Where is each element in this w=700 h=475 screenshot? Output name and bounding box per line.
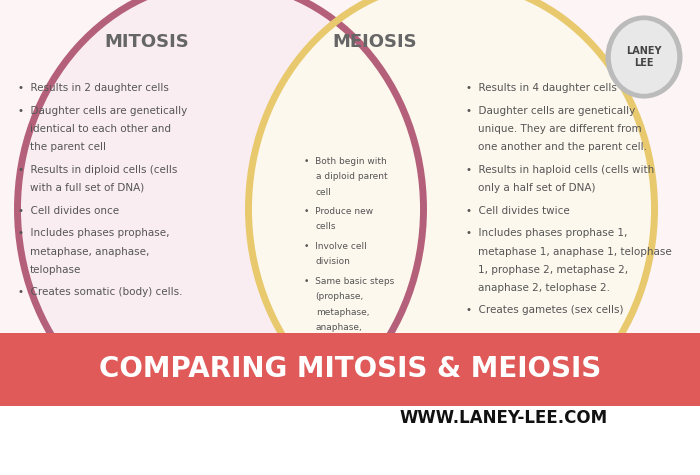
Ellipse shape bbox=[248, 0, 654, 437]
FancyBboxPatch shape bbox=[0, 332, 700, 406]
Text: one another and the parent cell.: one another and the parent cell. bbox=[478, 142, 647, 152]
Text: anaphase 2, telophase 2.: anaphase 2, telophase 2. bbox=[478, 283, 610, 293]
Text: LANEY
LEE: LANEY LEE bbox=[626, 46, 662, 68]
Text: cells: cells bbox=[316, 222, 336, 231]
Ellipse shape bbox=[610, 20, 678, 94]
Text: •  Creates gametes (sex cells): • Creates gametes (sex cells) bbox=[466, 305, 623, 315]
Text: •  Includes phases prophase 1,: • Includes phases prophase 1, bbox=[466, 228, 627, 238]
Text: metaphase, anaphase,: metaphase, anaphase, bbox=[30, 247, 150, 256]
Text: metaphase 1, anaphase 1, telophase: metaphase 1, anaphase 1, telophase bbox=[478, 247, 672, 256]
Text: 1, prophase 2, metaphase 2,: 1, prophase 2, metaphase 2, bbox=[478, 265, 628, 275]
Text: •  Results in 2 daughter cells: • Results in 2 daughter cells bbox=[18, 83, 169, 93]
FancyBboxPatch shape bbox=[0, 406, 700, 475]
Text: •  Includes phases prophase,: • Includes phases prophase, bbox=[18, 228, 169, 238]
Text: metaphase,: metaphase, bbox=[316, 307, 369, 316]
Text: only a half set of DNA): only a half set of DNA) bbox=[478, 183, 596, 193]
Text: telophase): telophase) bbox=[316, 338, 364, 347]
Text: telophase: telophase bbox=[30, 265, 81, 275]
Text: •  Both begin with: • Both begin with bbox=[304, 157, 387, 166]
Text: the parent cell: the parent cell bbox=[30, 142, 106, 152]
Text: •  Daughter cells are genetically: • Daughter cells are genetically bbox=[466, 106, 635, 116]
Text: with a full set of DNA): with a full set of DNA) bbox=[30, 183, 144, 193]
Text: (prophase,: (prophase, bbox=[316, 292, 364, 301]
Text: •  Produce new: • Produce new bbox=[304, 207, 374, 216]
Text: cell: cell bbox=[316, 188, 332, 197]
Ellipse shape bbox=[18, 0, 424, 437]
Text: COMPARING MITOSIS & MEIOSIS: COMPARING MITOSIS & MEIOSIS bbox=[99, 355, 601, 383]
Text: •  Cell divides twice: • Cell divides twice bbox=[466, 206, 569, 216]
Text: •  Cell divides once: • Cell divides once bbox=[18, 206, 118, 216]
Ellipse shape bbox=[606, 15, 682, 99]
Text: identical to each other and: identical to each other and bbox=[30, 124, 171, 134]
Text: •  Daughter cells are genetically: • Daughter cells are genetically bbox=[18, 106, 187, 116]
Text: division: division bbox=[316, 257, 351, 266]
Text: MITOSIS: MITOSIS bbox=[104, 33, 190, 51]
Text: anaphase,: anaphase, bbox=[316, 323, 363, 332]
Text: •  Results in haploid cells (cells with: • Results in haploid cells (cells with bbox=[466, 165, 654, 175]
Text: MEIOSIS: MEIOSIS bbox=[332, 33, 416, 51]
Text: •  Results in diploid cells (cells: • Results in diploid cells (cells bbox=[18, 165, 177, 175]
Text: a diploid parent: a diploid parent bbox=[316, 172, 387, 181]
Text: •  Same basic steps: • Same basic steps bbox=[304, 277, 395, 286]
Text: •  Creates somatic (body) cells.: • Creates somatic (body) cells. bbox=[18, 287, 182, 297]
Text: unique. They are different from: unique. They are different from bbox=[478, 124, 642, 134]
Text: •  Involve cell: • Involve cell bbox=[304, 242, 368, 251]
Text: WWW.LANEY-LEE.COM: WWW.LANEY-LEE.COM bbox=[400, 409, 608, 427]
Text: •  Results in 4 daughter cells: • Results in 4 daughter cells bbox=[466, 83, 617, 93]
